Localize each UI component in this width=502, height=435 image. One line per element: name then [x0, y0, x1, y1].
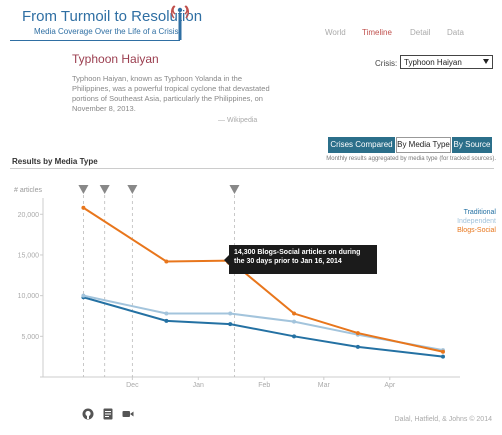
data-point-traditional	[228, 322, 232, 326]
tooltip-arrow	[224, 255, 229, 265]
tooltip-text: 14,300 Blogs-Social articles on during t…	[234, 249, 360, 265]
x-tick-label: Jan	[193, 382, 204, 389]
data-point-independent	[164, 312, 168, 316]
data-point-blogs-social	[356, 331, 360, 335]
data-tooltip: 14,300 Blogs-Social articles on during t…	[229, 245, 377, 274]
footer-credit: Dalal, Hatfield, & Johns © 2014	[395, 416, 492, 423]
data-point-independent	[228, 312, 232, 316]
document-icon[interactable]	[102, 408, 114, 420]
x-tick-label: Dec	[126, 382, 139, 389]
legend-independent: Independent	[457, 218, 496, 225]
video-icon[interactable]	[122, 408, 134, 420]
series-line-traditional	[83, 297, 443, 356]
series-line-independent	[83, 296, 443, 351]
data-point-blogs-social	[292, 312, 296, 316]
legend-traditional: Traditional	[464, 209, 496, 216]
data-point-traditional	[292, 334, 296, 338]
event-marker-triangle	[229, 185, 239, 194]
data-point-traditional	[441, 355, 445, 359]
legend-blogs-social: Blogs-Social	[457, 227, 496, 234]
data-point-blogs-social	[441, 350, 445, 354]
data-point-traditional	[164, 319, 168, 323]
data-point-traditional	[356, 345, 360, 349]
y-tick-label: 15,000	[18, 252, 40, 259]
event-marker-triangle	[100, 185, 110, 194]
x-tick-label: Mar	[318, 382, 331, 389]
x-tick-label: Feb	[258, 382, 270, 389]
data-point-independent	[81, 294, 85, 298]
data-point-independent	[292, 320, 296, 324]
data-point-blogs-social	[164, 259, 168, 263]
y-tick-label: 5,000	[21, 334, 39, 341]
data-point-blogs-social	[81, 206, 85, 210]
event-marker-triangle	[78, 185, 88, 194]
github-icon[interactable]	[82, 408, 94, 420]
y-tick-label: 20,000	[18, 212, 40, 219]
x-tick-label: Apr	[384, 382, 396, 389]
y-tick-label: 10,000	[18, 293, 40, 300]
event-marker-triangle	[127, 185, 137, 194]
